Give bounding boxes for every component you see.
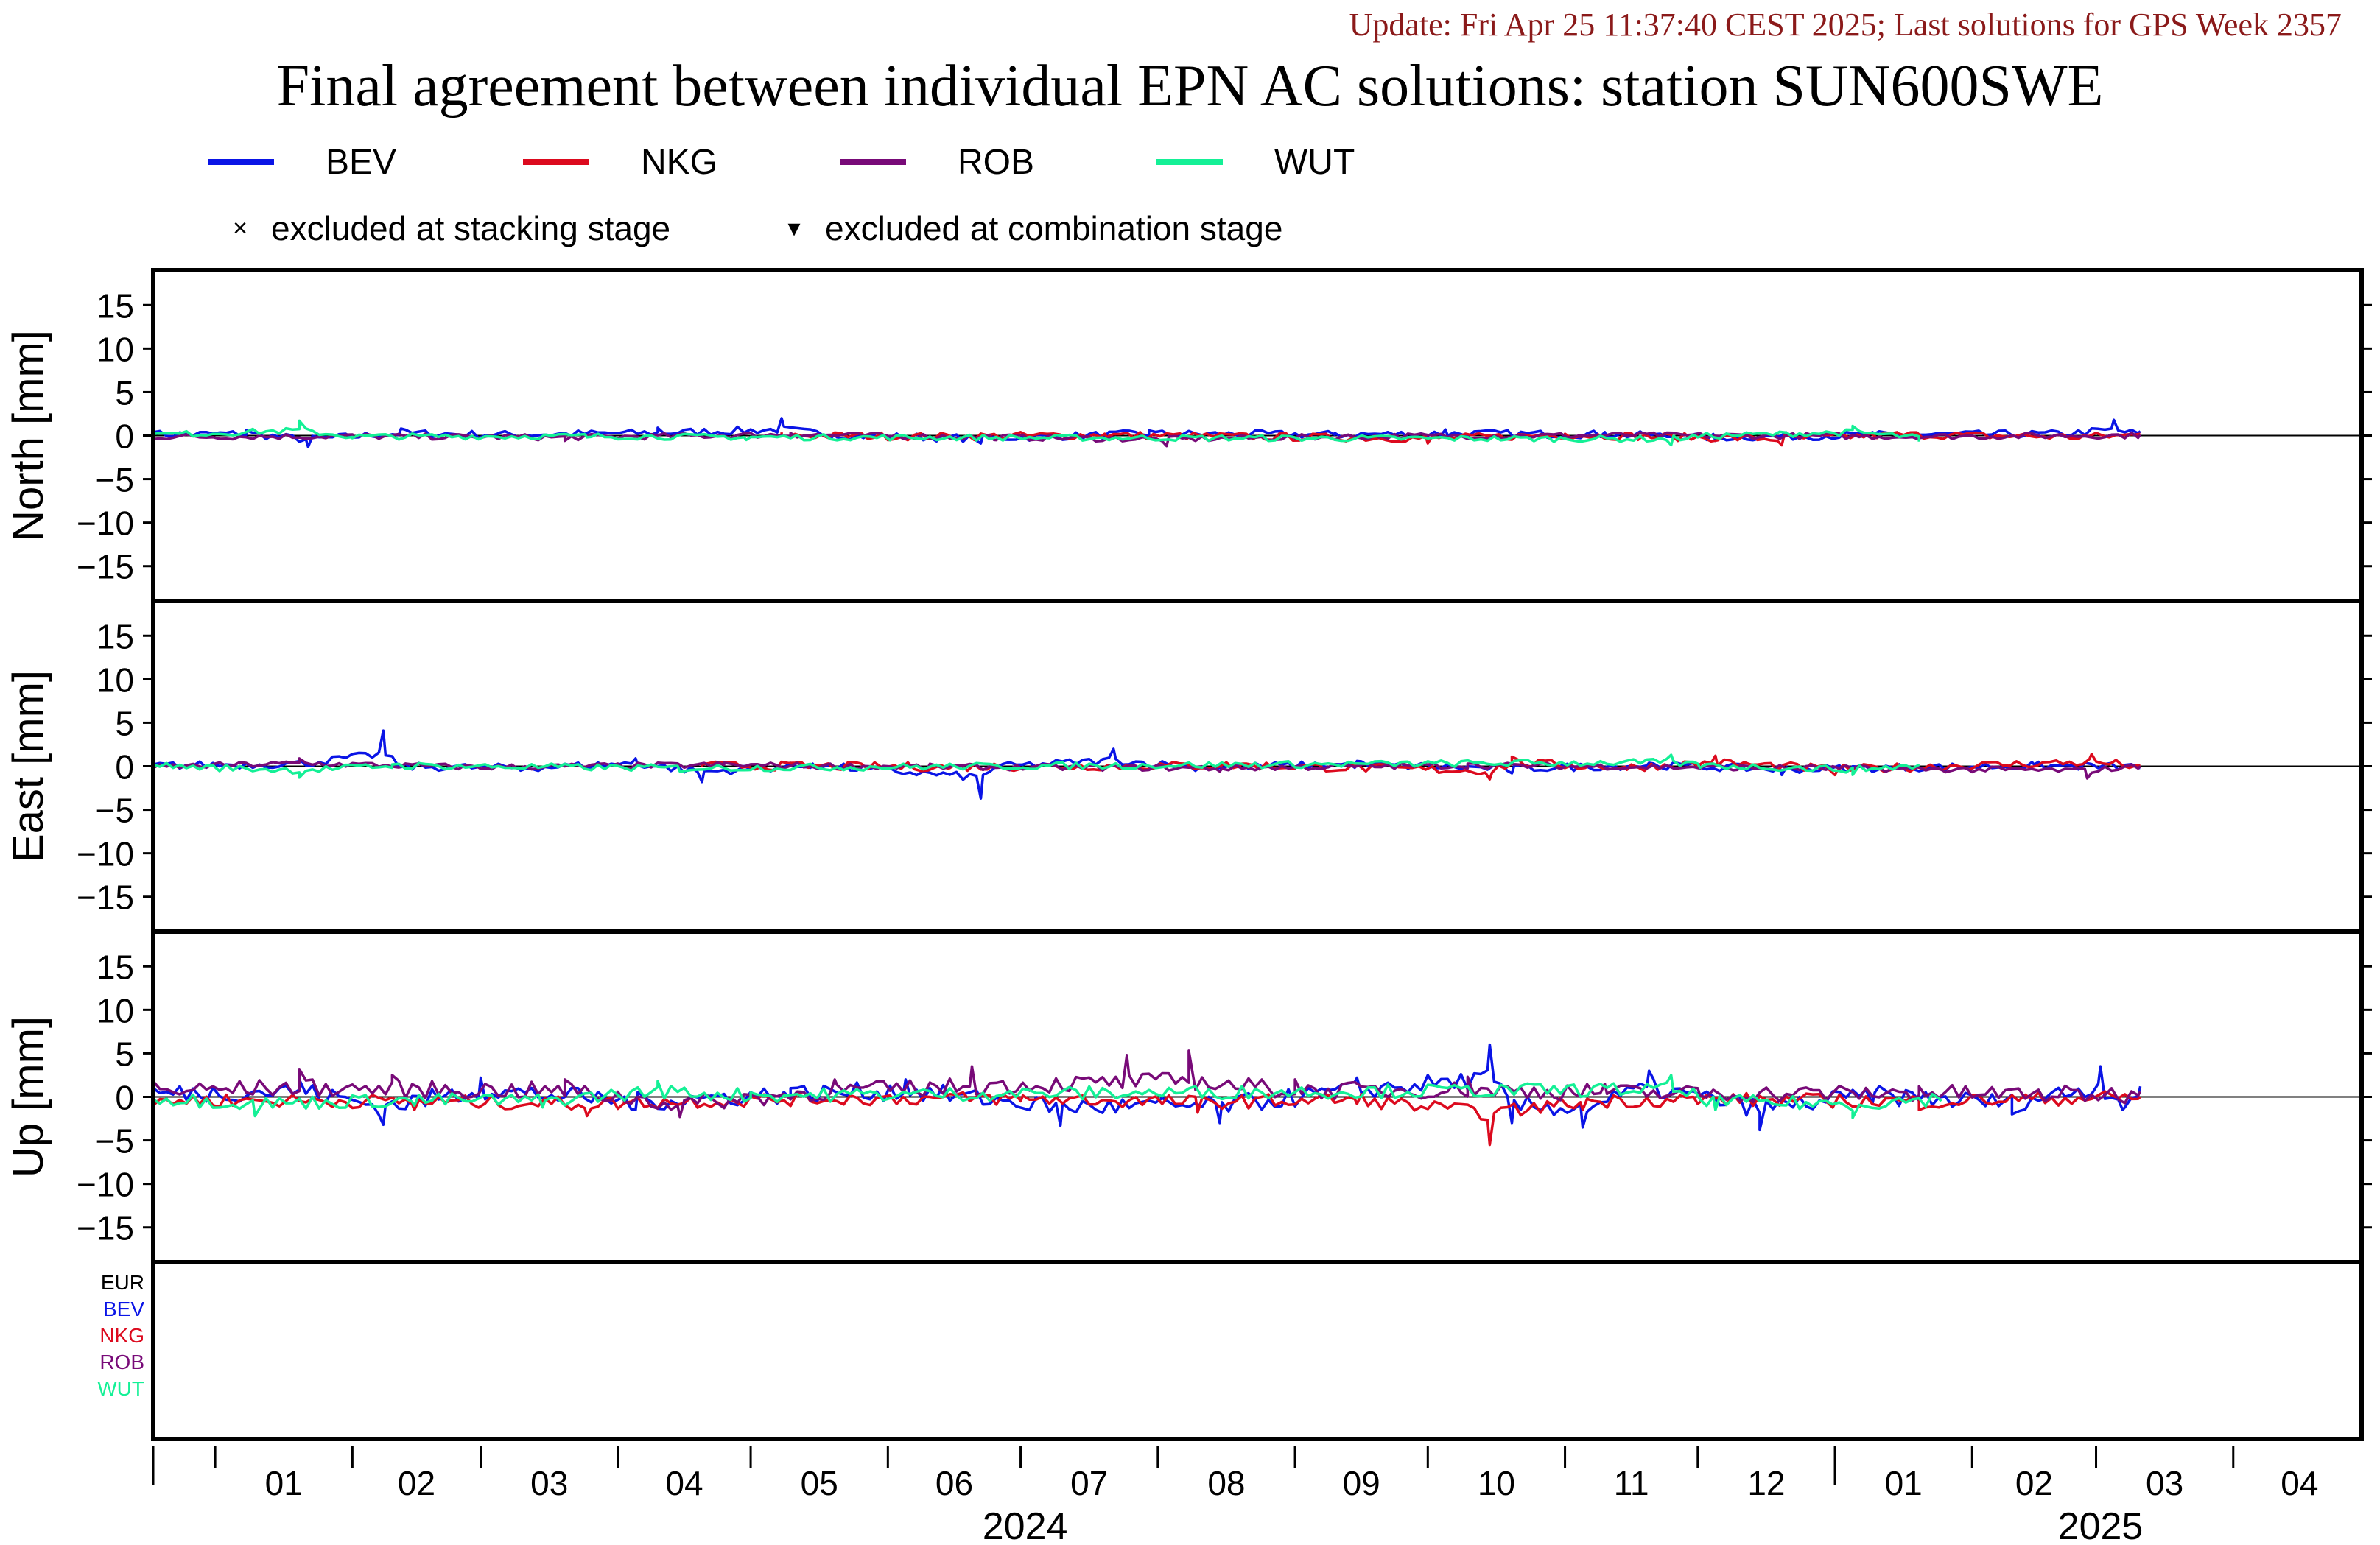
legend-marker-stacking-label: excluded at stacking stage [271, 209, 671, 247]
ac-label-wut: WUT [97, 1377, 144, 1400]
legend-item-rob: ROB [840, 140, 1034, 184]
legend-item-wut: WUT [1156, 140, 1355, 184]
y-tick-label: 10 [96, 991, 134, 1030]
panel-1: 15 10 5 0 −5 −10 −15 East [mm] [4, 599, 2372, 934]
y-tick-label: −5 [96, 1122, 134, 1161]
y-tick-label: 10 [96, 330, 134, 368]
legend-marker-combination: ▾ excluded at combination stage [772, 206, 1282, 250]
x-tick-label: 06 [935, 1464, 973, 1502]
year-label: 2024 [983, 1505, 1068, 1545]
legend-marker-combination-label: excluded at combination stage [825, 209, 1283, 247]
x-tick-label: 05 [801, 1464, 838, 1502]
x-tick-label: 04 [2281, 1464, 2318, 1502]
x-tick-label: 12 [1747, 1464, 1785, 1502]
y-axis-label: East [mm] [4, 670, 52, 862]
y-tick-label: 0 [115, 748, 134, 786]
legend-label-nkg: NKG [641, 142, 718, 182]
legend-item-nkg: NKG [523, 140, 717, 184]
legend-label-bev: BEV [326, 142, 397, 182]
chart-title: Final agreement between individual EPN A… [276, 54, 2104, 119]
y-tick-label: 15 [96, 617, 134, 655]
y-tick-label: 0 [115, 418, 134, 456]
panel-3: EUR BEV NKG ROB WUT 01 02 03 04 05 06 07 08 09 10 11 12 0… [97, 1260, 2364, 1545]
legend-item-bev: BEV [208, 140, 396, 184]
panel-frame [151, 1260, 2364, 1441]
y-tick-label: −15 [77, 1209, 134, 1247]
y-tick-label: 15 [96, 948, 134, 986]
y-tick-label: −5 [96, 461, 134, 499]
y-tick-label: 5 [115, 704, 134, 742]
x-tick-label: 07 [1070, 1464, 1108, 1502]
x-tick-label: 01 [265, 1464, 303, 1502]
x-tick-label: 04 [665, 1464, 703, 1502]
y-tick-label: 0 [115, 1079, 134, 1117]
y-tick-label: 5 [115, 1035, 134, 1073]
y-tick-label: −5 [96, 792, 134, 830]
ac-label-nkg: NKG [99, 1324, 144, 1347]
y-axis-label: North [mm] [4, 330, 52, 541]
series-line-wut [152, 1074, 1942, 1119]
series-line-wut [152, 753, 1920, 779]
x-tick-label: 09 [1343, 1464, 1380, 1502]
legend-swatch-rob [840, 159, 906, 165]
legend-swatch-nkg [523, 159, 589, 165]
y-tick-label: −15 [77, 879, 134, 917]
y-tick-label: −10 [77, 504, 134, 543]
x-tick-label: 03 [530, 1464, 568, 1502]
y-tick-label: 5 [115, 373, 134, 412]
panel-2: 15 10 5 0 −5 −10 −15 Up [mm] [4, 929, 2372, 1264]
legend-swatch-bev [208, 159, 274, 165]
x-tick-label: 11 [1614, 1464, 1649, 1502]
x-tick-label: 10 [1478, 1464, 1515, 1502]
y-axis-label: Up [mm] [4, 1016, 52, 1178]
y-tick-label: 15 [96, 286, 134, 325]
series-line-wut [152, 419, 1920, 447]
y-tick-label: 10 [96, 661, 134, 699]
series-line-rob [152, 757, 2141, 780]
y-tick-label: −15 [77, 548, 134, 586]
legend-marker-stacking: × excluded at stacking stage [218, 206, 670, 250]
legend-label-wut: WUT [1274, 142, 1355, 182]
year-label: 2025 [2058, 1505, 2144, 1545]
triangle-marker-icon: ▾ [787, 214, 801, 242]
series-line-nkg [152, 1090, 2141, 1147]
legend-label-rob: ROB [958, 142, 1035, 182]
cross-marker-icon: × [233, 214, 248, 242]
series-line-rob [152, 1049, 2142, 1119]
x-tick-label: 03 [2146, 1464, 2183, 1502]
x-tick-label: 08 [1207, 1464, 1245, 1502]
y-tick-label: −10 [77, 1166, 134, 1204]
ac-label-rob: ROB [99, 1351, 144, 1373]
legend-swatch-wut [1156, 159, 1223, 165]
series-line-bev [152, 417, 2141, 448]
ac-label-bev: BEV [103, 1298, 144, 1320]
x-tick-label: 01 [1885, 1464, 1923, 1502]
x-tick-label: 02 [2015, 1464, 2053, 1502]
x-tick-label: 02 [398, 1464, 435, 1502]
legend: BEV NKG ROB WUT × excluded at stacking s… [0, 140, 2380, 258]
update-text: Update: Fri Apr 25 11:37:40 CEST 2025; L… [1349, 7, 2342, 43]
panel-0: 15 10 5 0 −5 −10 −15 North [mm] [4, 268, 2372, 603]
ac-label-eur: EUR [101, 1271, 144, 1294]
y-tick-label: −10 [77, 835, 134, 873]
